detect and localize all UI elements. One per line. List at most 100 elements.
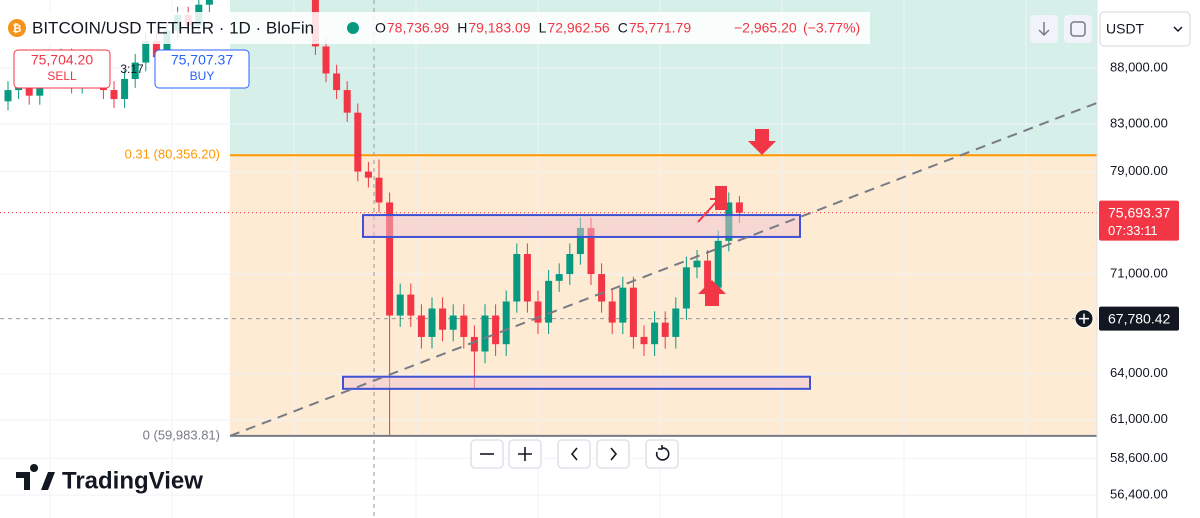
ohlc-prefix: L (539, 20, 547, 36)
candle-body (576, 227, 584, 255)
candle-body (513, 254, 521, 302)
last-price-box (1099, 200, 1179, 241)
candle-body (714, 240, 722, 288)
ohlc-prefix: C (618, 20, 628, 36)
buy-price: 75,707.37 (171, 52, 233, 68)
candle-body (364, 171, 372, 178)
arrow-down (748, 129, 776, 155)
candle-body (121, 78, 129, 100)
buy-button[interactable] (154, 49, 250, 89)
y-tick-label: 61,000.00 (1110, 411, 1168, 426)
y-tick-label: 83,000.00 (1110, 116, 1168, 131)
scroll-left[interactable] (557, 439, 591, 469)
reset-button[interactable] (1064, 15, 1092, 43)
change: −2,965.20 (734, 20, 797, 36)
fib-label: 0 (59,983.81) (143, 427, 220, 442)
sell-label: SELL (47, 69, 77, 83)
candle-body (523, 254, 531, 302)
candle-body (439, 308, 447, 330)
status-dot (347, 22, 359, 34)
candle-body (608, 301, 616, 323)
candle-body (693, 260, 701, 268)
trendline (229, 101, 1098, 437)
candle-body (492, 315, 500, 345)
reset-chart-icon (655, 445, 670, 461)
candle-body (545, 280, 553, 323)
left-icon (570, 447, 578, 461)
y-tick-label: 56,400.00 (1110, 487, 1168, 502)
candle-body (449, 315, 457, 330)
y-tick-label: 88,000.00 (1110, 59, 1168, 74)
zone-box (342, 375, 811, 390)
coin-glyph: ₿ (13, 23, 22, 35)
y-tick-label: 64,000.00 (1110, 365, 1168, 380)
arrow-block (715, 186, 727, 210)
crosshair-box (1099, 306, 1179, 331)
candle-body (428, 308, 436, 337)
ohlc-value: 78,736.99 (387, 20, 449, 36)
reset-icon (1070, 21, 1086, 37)
brand: TradingView (62, 467, 203, 494)
plus-glyph (1079, 313, 1089, 324)
fib-label: 0.31 (80,356.20) (125, 147, 220, 162)
sell-button[interactable] (13, 49, 111, 89)
candle-body (354, 112, 362, 172)
candle-body (566, 254, 574, 275)
candle-body (587, 227, 595, 275)
zone-box (362, 214, 801, 238)
ohlc-value: 79,183.09 (468, 20, 530, 36)
candle-body (555, 274, 563, 281)
nav-buttons (470, 439, 679, 469)
dropdown-icon (1173, 26, 1183, 33)
candle-body (619, 287, 627, 323)
candle-body (417, 315, 425, 337)
candle-body (534, 301, 542, 323)
last-price-label: 75,693.37 (1108, 204, 1170, 220)
candle-body (205, 0, 213, 5)
candle-body (333, 73, 341, 91)
plot-area: 0.31 (80,356.20) 0 (59,983.81) (0, 0, 1098, 518)
candle-body (407, 294, 415, 316)
buy-label: BUY (190, 69, 215, 83)
logo-mark (16, 464, 55, 490)
candle-body (4, 90, 12, 102)
down-icon (1038, 22, 1050, 37)
spread: 3:17 (120, 62, 144, 76)
header-bg (2, 12, 870, 44)
scroll-right[interactable] (596, 439, 630, 469)
candle-body (704, 260, 712, 288)
candle-body (735, 202, 743, 213)
candle-body (629, 287, 637, 337)
crosshair-label: 67,780.42 (1108, 310, 1170, 326)
ohlc-prefix: H (457, 20, 467, 36)
candle-body (396, 294, 404, 316)
candle-body (502, 301, 510, 345)
candle-body (375, 177, 383, 203)
candle-body (110, 90, 118, 100)
ohlc-value: 72,962.56 (547, 20, 609, 36)
right-icon (610, 447, 618, 461)
candle-body (131, 62, 139, 79)
candle-body (598, 274, 606, 302)
currency-select[interactable] (1099, 11, 1191, 47)
candle-body (470, 336, 478, 352)
candle-body (386, 202, 394, 316)
countdown: 07:33:11 (1108, 223, 1158, 238)
ohlc-value: 75,771.79 (629, 20, 691, 36)
reset-chart[interactable] (645, 439, 679, 469)
candle-body (682, 267, 690, 309)
arrow-up (698, 280, 726, 306)
ohlc: O 78,736.99 H 79,183.09 L 72,962.56 C 75,771.79 (375, 20, 691, 36)
fib-zone-lower (230, 155, 1097, 436)
candle-body (672, 308, 680, 337)
y-tick-label: 58,600.00 (1110, 450, 1168, 465)
currency: USDT (1106, 21, 1145, 37)
candle-body (322, 46, 330, 74)
candle-body (460, 315, 468, 337)
coin-icon (8, 19, 26, 37)
symbol-title: BITCOIN/USD TETHER · 1D · BloFin (32, 18, 314, 37)
plus-icon (518, 447, 532, 461)
candle-body (640, 336, 648, 345)
sell-price: 75,704.20 (31, 52, 93, 68)
